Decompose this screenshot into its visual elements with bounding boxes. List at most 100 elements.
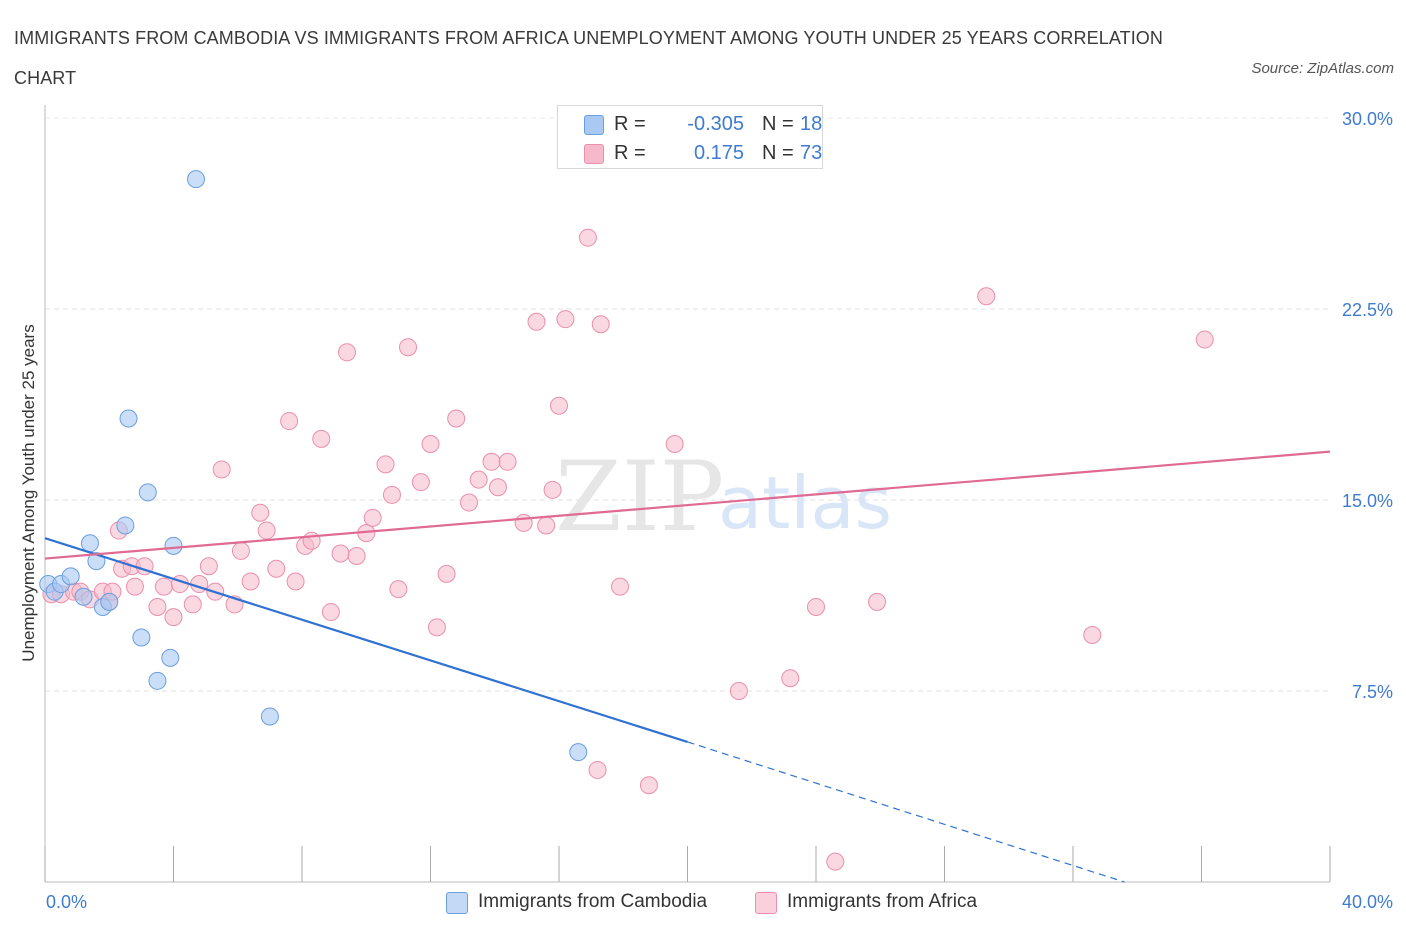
cambodia-point [132,628,151,647]
r-label: R = [614,142,646,164]
correlation-legend: R = -0.305 N = 18 R = 0.175 N = 73 [557,105,823,169]
africa-point [781,669,800,688]
watermark-atlas: atlas [718,461,892,545]
africa-point [807,597,825,616]
cambodia-point [116,516,135,535]
y-tick-label: 22.5% [1342,300,1393,320]
watermark-zip: ZIP [555,441,724,553]
cambodia-point [74,587,93,606]
n-label: N = [762,142,794,164]
africa-point [543,480,562,499]
cambodia-point [260,707,279,726]
r-value: 0.175 [693,142,744,164]
cambodia-point [569,743,588,762]
africa-point [312,429,331,448]
africa-point [868,592,887,611]
africa-trend-line [44,450,1331,560]
n-value: 18 [800,113,823,135]
africa-point [251,503,270,522]
africa-point [1083,625,1102,644]
cambodia-trend-line [44,537,688,743]
africa-point [537,516,556,535]
africa-point [488,478,507,497]
cambodia-point [100,592,119,611]
africa-point [550,396,568,415]
cambodia-point [161,648,180,667]
africa-point [154,577,173,596]
africa-point [382,485,401,504]
chart-title: IMMIGRANTS FROM CAMBODIA VS IMMIGRANTS F… [14,28,1164,88]
africa-point [389,580,408,599]
africa-point [125,577,144,596]
africa-point [231,541,250,560]
africa-point [591,315,610,334]
y-tick-label: 7.5% [1352,682,1393,702]
africa-point [148,597,167,616]
africa-point [280,412,299,431]
cambodia-points [39,170,588,762]
africa-point [347,547,366,566]
axes [44,105,1331,883]
africa-point [267,559,286,578]
legend-label: Immigrants from Africa [787,891,978,912]
cambodia-legend-swatch [446,892,468,914]
cambodia-point [164,536,183,555]
series-legend: Immigrants from Cambodia Immigrants from… [0,888,1406,916]
source-label: Source: ZipAtlas.com [1251,60,1394,77]
africa-point [611,577,630,596]
africa-point [527,312,546,331]
africa-point [241,572,260,591]
africa-point [447,409,466,428]
africa-point [1195,330,1214,349]
africa-point [199,557,218,576]
africa-legend-swatch [755,892,777,914]
cambodia-point [119,409,138,428]
africa-point [399,338,418,357]
africa-point [578,228,597,247]
cambodia-point [186,170,205,189]
cambodia-point [148,671,167,690]
africa-point [437,564,456,583]
cambodia-swatch [584,115,604,135]
tick-labels: 7.5% 15.0% 22.5% 30.0% 0.0% 40.0% [46,109,1393,912]
x-tick-label: 0.0% [46,892,87,912]
trend-lines [44,450,1331,883]
africa-point [469,470,488,489]
africa-point [321,603,340,622]
cambodia-point [138,483,157,502]
y-tick-label: 15.0% [1342,491,1393,511]
africa-swatch [584,144,604,164]
x-tick-label: 40.0% [1342,892,1393,912]
r-label: R = [614,113,646,135]
n-label: N = [762,113,794,135]
cambodia-point [61,567,80,586]
africa-point [729,682,748,700]
africa-point [826,852,845,871]
africa-point [588,760,607,779]
y-tick-label: 30.0% [1342,109,1393,129]
africa-point [665,434,684,453]
africa-point [421,434,440,453]
africa-point [482,452,501,471]
n-value: 73 [800,142,823,164]
africa-point [411,473,430,492]
legend-label: Immigrants from Cambodia [478,891,708,912]
africa-point [977,287,996,306]
africa-point [164,608,183,627]
africa-point [286,572,305,591]
africa-point [337,343,356,362]
africa-point [498,452,517,471]
africa-point [556,310,575,329]
africa-point [639,776,658,795]
cambodia-trend-extension [687,741,1125,883]
africa-point [212,460,231,479]
africa-point [376,455,395,474]
cambodia-point [80,534,99,553]
africa-point [257,521,276,540]
y-axis-label: Unemployment Among Youth under 25 years [19,324,38,661]
africa-point [427,618,446,637]
africa-point [331,544,350,563]
africa-point [514,513,533,532]
africa-point [460,493,479,512]
